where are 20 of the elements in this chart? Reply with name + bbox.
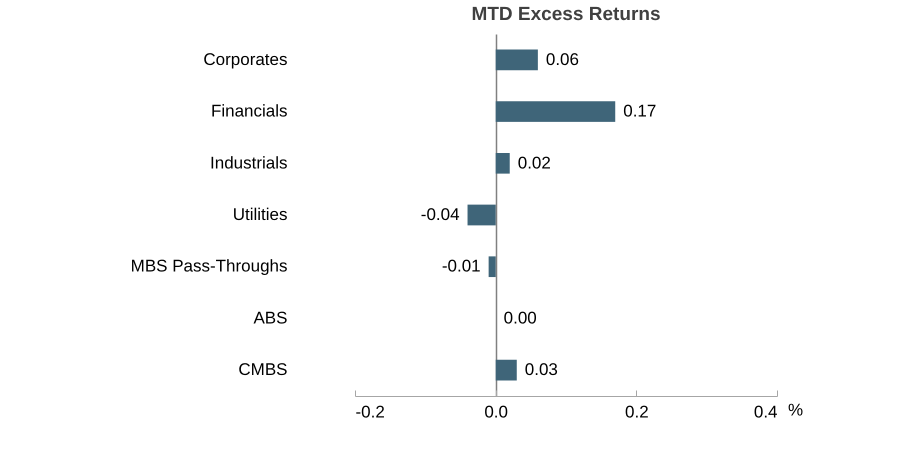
data-label: 0.17 [623,102,656,121]
x-tick-label: 0.4 [754,402,778,422]
y-tick-label: Industrials [210,153,288,172]
chart-title: MTD Excess Returns [471,4,661,25]
data-label: 0.00 [504,308,537,328]
y-tick-label: MBS Pass-Throughs [130,256,288,276]
y-tick-label: Financials [210,102,288,121]
data-label: -0.01 [442,256,481,276]
data-label: 0.02 [518,153,551,172]
x-axis-title: % [788,400,804,420]
data-label: -0.04 [420,205,460,224]
y-tick-label: CMBS [238,360,288,380]
x-tick-label: 0.0 [484,402,508,422]
y-tick-label: ABS [253,308,288,328]
y-tick-label: Utilities [232,205,288,224]
data-label: 0.03 [524,360,558,380]
x-tick-label: 0.2 [625,402,649,422]
y-tick-label: Corporates [203,50,288,69]
data-label: 0.06 [546,50,579,69]
x-tick-label: -0.2 [356,402,385,422]
